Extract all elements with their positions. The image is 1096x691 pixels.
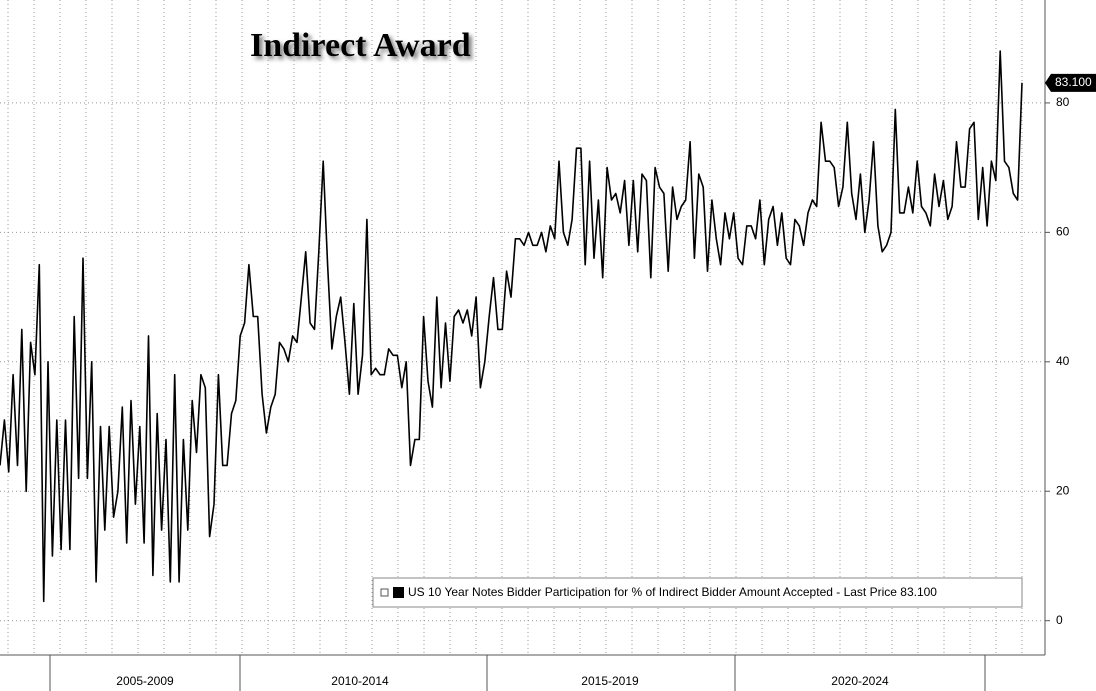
last-price-box (1045, 73, 1096, 92)
chart-title: Indirect Award (250, 27, 471, 64)
legend-swatch (393, 587, 404, 598)
x-period-label: 2005-2009 (116, 674, 174, 688)
last-price-label: 83.100 (1055, 75, 1092, 89)
vertical-grid (7, 0, 1023, 655)
legend-box (372, 577, 1023, 608)
legend-icon (380, 588, 389, 597)
x-period-label: 2020-2024 (831, 674, 889, 688)
y-tick-label: 40 (1056, 354, 1070, 368)
y-tick-label: 80 (1056, 95, 1070, 109)
line-series (0, 50, 1023, 603)
y-tick-label: 0 (1056, 613, 1063, 627)
legend-label: US 10 Year Notes Bidder Participation fo… (408, 585, 937, 599)
y-tick-label: 60 (1056, 225, 1070, 239)
y-tick-label: 20 (1056, 483, 1070, 497)
x-period-label: 2010-2014 (331, 674, 389, 688)
x-period-label: 2015-2019 (581, 674, 639, 688)
